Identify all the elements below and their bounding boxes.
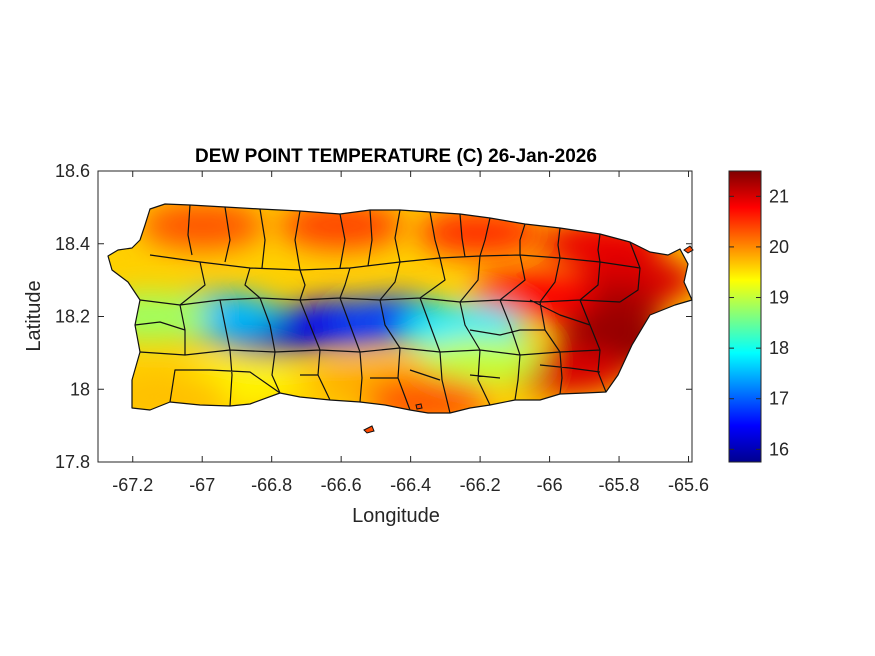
x-tick-label: -65.6 <box>668 475 709 495</box>
x-tick-label: -66.2 <box>460 475 501 495</box>
colorbar-tick-label: 19 <box>769 288 789 308</box>
municipal-boundaries <box>134 204 641 414</box>
colorbar-tick-label: 17 <box>769 389 789 409</box>
x-axis-ticks: -67.2 -67 -66.8 -66.6 -66.4 -66.2 -66 -65.8 -65.… <box>112 171 709 495</box>
colorbar-tick-label: 16 <box>769 439 789 459</box>
x-tick-label: -66.6 <box>321 475 362 495</box>
coastline <box>107 203 693 414</box>
x-tick-label: -66.4 <box>390 475 431 495</box>
colorbar: 16 17 18 19 20 21 <box>728 170 789 463</box>
y-tick-label: 18 <box>70 379 90 399</box>
caja-de-muertos-island <box>363 425 375 434</box>
chart-title: DEW POINT TEMPERATURE (C) 26-Jan-2026 <box>195 146 597 167</box>
x-tick-label: -66.8 <box>251 475 292 495</box>
field-cell-15 <box>418 336 543 385</box>
colorbar-tick-label: 20 <box>769 237 789 257</box>
field-cell-0 <box>140 204 265 250</box>
x-tick-label: -67.2 <box>112 475 153 495</box>
y-tick-label: 18.4 <box>55 234 90 254</box>
x-axis-label: Longitude <box>352 505 440 527</box>
colorbar-gradient <box>728 170 762 463</box>
colorbar-tick-label: 18 <box>769 338 789 358</box>
colorbar-tick-label: 21 <box>769 186 789 206</box>
x-tick-label: -66 <box>537 475 563 495</box>
y-tick-label: 17.8 <box>55 452 90 472</box>
y-tick-label: 18.6 <box>55 161 90 181</box>
field-cell-8 <box>470 270 595 319</box>
y-tick-label: 18.2 <box>55 307 90 327</box>
colorbar-ticks: 16 17 18 19 20 21 <box>729 186 789 459</box>
y-axis-ticks: 17.8 18 18.2 18.4 18.6 <box>55 161 692 472</box>
x-tick-label: -67 <box>189 475 215 495</box>
small-islands <box>363 245 694 434</box>
x-tick-label: -65.8 <box>599 475 640 495</box>
south-cay <box>415 403 423 410</box>
boundaries <box>107 203 693 414</box>
east-cay <box>683 245 694 254</box>
y-axis-label: Latitude <box>23 280 45 351</box>
